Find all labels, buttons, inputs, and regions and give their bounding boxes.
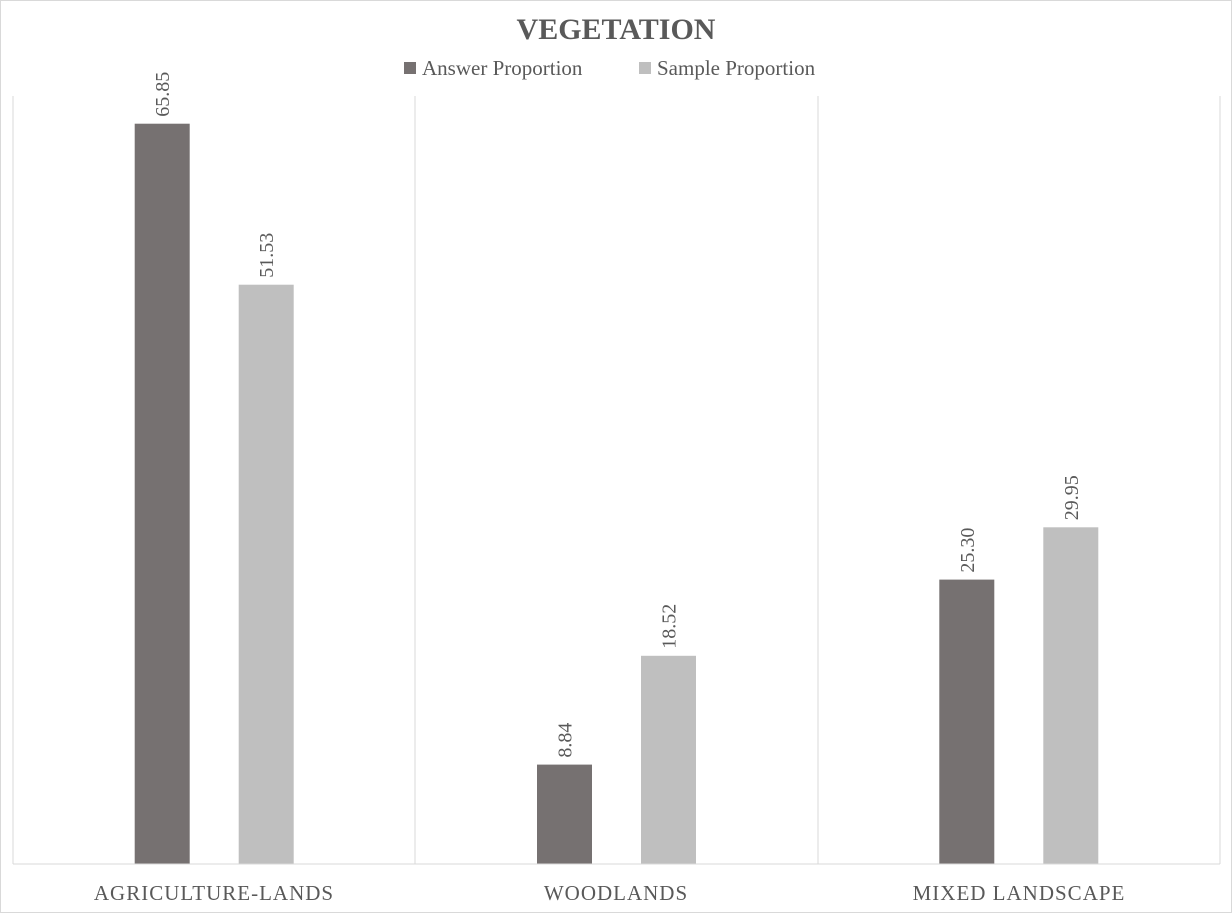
category-label-agriculture-lands: AGRICULTURE-LANDS (94, 881, 334, 905)
category-separators (12, 96, 1221, 864)
legend-swatch-answer (404, 62, 416, 74)
data-label-answer-0: 65.85 (152, 72, 174, 117)
bar-answer-2 (939, 579, 995, 864)
bar-answer-1 (537, 764, 592, 864)
bars (134, 123, 1099, 864)
bar-sample-1 (641, 655, 696, 864)
data-label-answer-1: 8.84 (555, 723, 577, 758)
data-label-sample-0: 51.53 (256, 233, 278, 278)
legend-label-answer: Answer Proportion (422, 56, 583, 80)
legend-swatch-sample (639, 62, 651, 74)
bar-sample-0 (238, 284, 294, 864)
category-label-mixed-landscape: MIXED LANDSCAPE (913, 881, 1126, 905)
bar-sample-2 (1043, 527, 1099, 864)
data-label-answer-2: 25.30 (957, 528, 979, 573)
category-label-woodlands: WOODLANDS (544, 881, 688, 905)
legend: Answer Proportion Sample Proportion (404, 56, 816, 80)
bar-answer-0 (134, 123, 190, 864)
data-labels: 65.85 51.53 8.84 18.52 25.30 29.95 (152, 72, 1083, 758)
category-labels: AGRICULTURE-LANDS WOODLANDS MIXED LANDSC… (94, 881, 1126, 905)
data-label-sample-2: 29.95 (1061, 475, 1083, 520)
data-label-sample-1: 18.52 (659, 604, 681, 649)
chart-title: VEGETATION (517, 13, 716, 46)
legend-label-sample: Sample Proportion (657, 56, 816, 80)
